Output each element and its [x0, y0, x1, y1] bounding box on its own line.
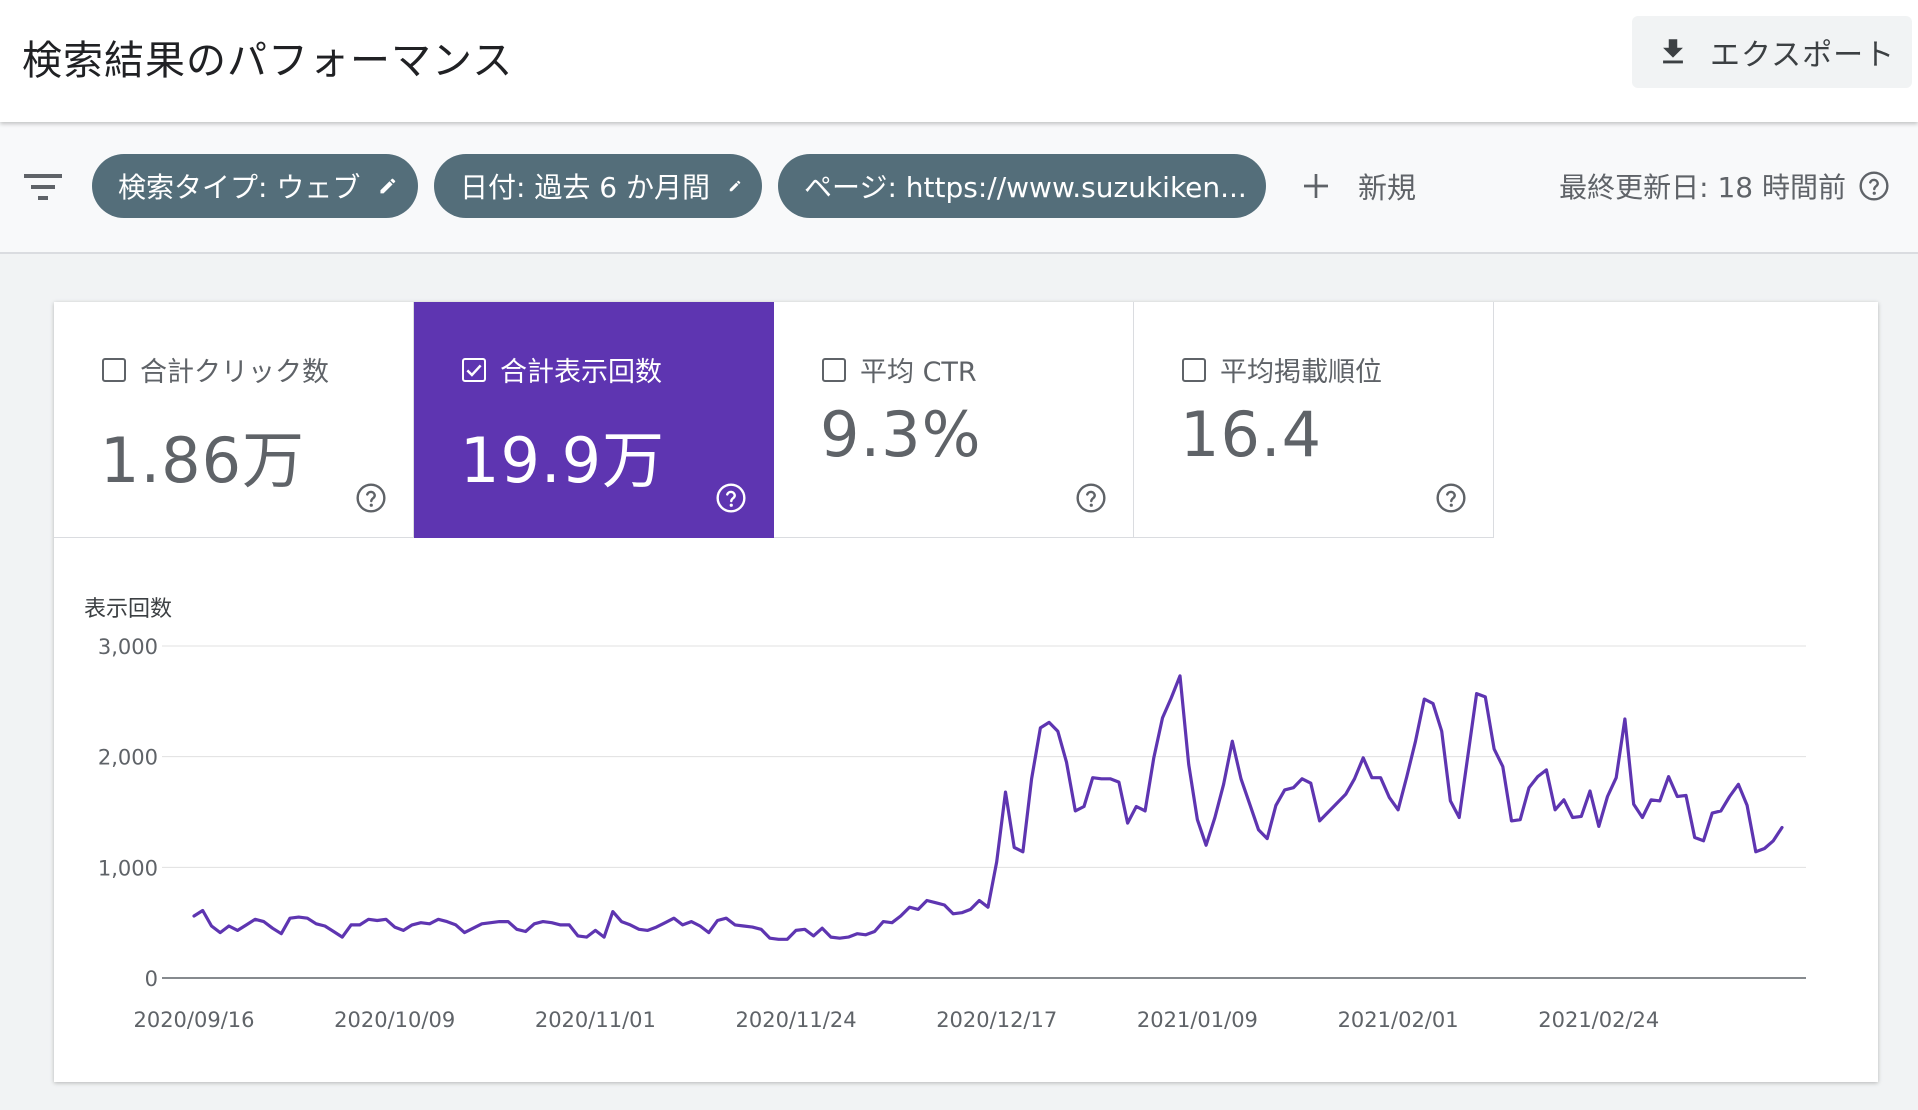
- x-tick-label: 2021/02/01: [1338, 1008, 1459, 1032]
- metric-checkbox-checked[interactable]: [462, 357, 486, 382]
- last-updated: 最終更新日: 18 時間前: [1559, 166, 1890, 206]
- help-icon[interactable]: [715, 482, 747, 514]
- filter-icon[interactable]: [24, 172, 62, 202]
- export-button[interactable]: エクスポート: [1632, 16, 1912, 88]
- new-filter-button[interactable]: 新規: [1300, 162, 1416, 210]
- filter-chip-label: 検索タイプ: ウェブ: [118, 171, 361, 204]
- y-tick-label: 1,000: [98, 856, 158, 880]
- metric-average-position[interactable]: 平均掲載順位 16.4: [1134, 302, 1494, 538]
- metric-total-impressions[interactable]: 合計表示回数 19.9万: [414, 302, 774, 538]
- metric-value: 1.86万: [100, 424, 306, 497]
- export-button-label: エクスポート: [1710, 38, 1896, 73]
- x-tick-label: 2021/01/09: [1137, 1008, 1258, 1032]
- filter-chip-page[interactable]: ページ: https://www.suzukiken...: [778, 154, 1266, 218]
- filter-bar: 検索タイプ: ウェブ 日付: 過去 6 か月間 ページ: https://www…: [0, 122, 1918, 254]
- metric-value: 9.3%: [820, 398, 982, 471]
- metric-label: 平均 CTR: [860, 357, 977, 388]
- metric-label: 平均掲載順位: [1220, 357, 1382, 388]
- impressions-line-chart: 表示回数 0 1,000 2,000 3,000 2020/09/16 2020/10/…: [84, 597, 1806, 1032]
- series-line: [192, 674, 1784, 941]
- metric-value: 16.4: [1180, 398, 1323, 471]
- x-tick-label: 2020/09/16: [133, 1008, 254, 1032]
- filter-chip-label: 日付: 過去 6 か月間: [460, 171, 710, 204]
- filter-chip-date[interactable]: 日付: 過去 6 か月間: [434, 154, 762, 218]
- metric-checkbox[interactable]: [822, 357, 846, 382]
- filter-chip-label: ページ: https://www.suzukiken...: [804, 171, 1247, 204]
- y-tick-label: 3,000: [98, 635, 158, 659]
- filter-chip-search-type[interactable]: 検索タイプ: ウェブ: [92, 154, 418, 218]
- page-header: 検索結果のパフォーマンス エクスポート: [0, 0, 1918, 122]
- help-icon[interactable]: [1858, 170, 1890, 202]
- metric-value: 19.9万: [460, 424, 666, 497]
- y-axis-title: 表示回数: [84, 597, 172, 622]
- metric-header: 平均掲載順位: [1182, 350, 1382, 389]
- plus-icon: [1304, 174, 1328, 198]
- metric-checkbox[interactable]: [1182, 357, 1206, 382]
- check-icon: [466, 364, 482, 377]
- y-tick-label: 2,000: [98, 746, 158, 770]
- pencil-icon[interactable]: [378, 172, 398, 200]
- x-tick-label: 2020/12/17: [936, 1008, 1057, 1032]
- metric-label: 合計表示回数: [500, 357, 662, 388]
- page-title: 検索結果のパフォーマンス: [22, 38, 514, 84]
- metric-checkbox[interactable]: [102, 357, 126, 382]
- y-tick-label: 0: [145, 967, 158, 991]
- x-tick-label: 2020/11/24: [736, 1008, 857, 1032]
- pencil-icon[interactable]: [728, 172, 742, 200]
- x-tick-label: 2020/11/01: [535, 1008, 656, 1032]
- metric-header: 合計クリック数: [102, 350, 329, 389]
- new-filter-label: 新規: [1358, 171, 1417, 205]
- metric-header: 平均 CTR: [822, 350, 977, 389]
- help-icon[interactable]: [355, 482, 387, 514]
- metric-average-ctr[interactable]: 平均 CTR 9.3%: [774, 302, 1134, 538]
- help-icon[interactable]: [1435, 482, 1467, 514]
- x-tick-label: 2020/10/09: [334, 1008, 455, 1032]
- metric-total-clicks[interactable]: 合計クリック数 1.86万: [54, 302, 414, 538]
- performance-card: 合計クリック数 1.86万 合計表示回数 19.9万 平均 CTR: [54, 302, 1878, 1082]
- download-icon: [1663, 39, 1683, 64]
- metric-header: 合計表示回数: [462, 350, 662, 389]
- metric-label: 合計クリック数: [140, 357, 329, 388]
- last-updated-text: 最終更新日: 18 時間前: [1559, 171, 1846, 204]
- x-tick-label: 2021/02/24: [1538, 1008, 1659, 1032]
- help-icon[interactable]: [1075, 482, 1107, 514]
